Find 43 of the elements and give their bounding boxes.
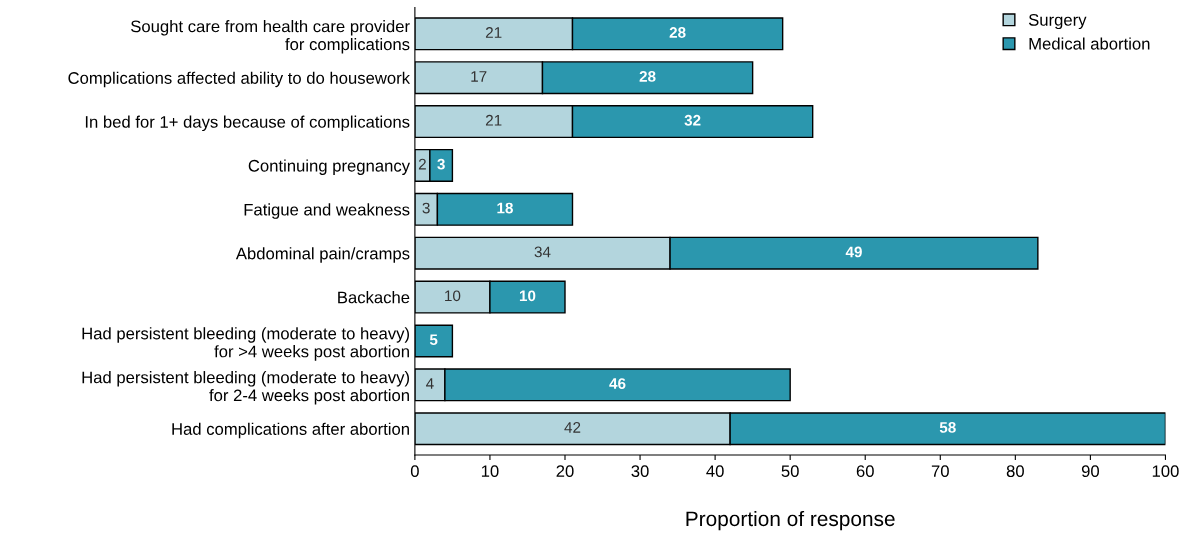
x-tick-label: 30 [631, 465, 649, 478]
y-tick-label: Fatigue and weakness [244, 203, 410, 219]
data-label: 49 [845, 246, 862, 258]
y-tick-label: In bed for 1+ days because of complications [85, 115, 410, 132]
y-tick-label: Sought care from health care provider for complications [131, 20, 410, 54]
y-tick-label: Backache [338, 291, 410, 304]
y-tick-label: Had complications after abortion [172, 422, 409, 439]
legend-label: Surgery [1028, 13, 1087, 30]
x-tick-label: 0 [410, 465, 419, 478]
data-label: 32 [684, 114, 701, 126]
x-tick-label: 80 [1006, 465, 1024, 478]
data-label: 18 [497, 202, 513, 214]
data-label: 21 [485, 114, 502, 126]
data-label: 46 [609, 378, 626, 389]
data-label: 42 [564, 422, 581, 433]
data-label: 3 [422, 202, 430, 214]
x-tick-label: 100 [1152, 465, 1179, 478]
data-label: 28 [639, 70, 656, 82]
data-label: 4 [426, 378, 434, 389]
x-tick-label: 90 [1081, 465, 1100, 478]
data-label: 58 [939, 422, 956, 433]
x-tick-label: 20 [556, 465, 574, 478]
x-tick-label: 70 [931, 465, 949, 478]
data-label: 34 [534, 246, 551, 258]
y-tick-label: Continuing pregnancy [248, 159, 410, 175]
x-axis-title: Proportion of response [686, 510, 895, 531]
y-tick-label: Had persistent bleeding (moderate to heavy) for >4 weeks post abortion [82, 327, 410, 361]
data-label: 3 [437, 158, 445, 170]
data-label: 10 [519, 290, 536, 302]
data-label: 2 [418, 158, 426, 170]
data-label: 5 [429, 334, 438, 346]
x-tick-label: 50 [781, 465, 799, 478]
data-label: 21 [485, 27, 502, 38]
x-tick-label: 10 [481, 465, 499, 478]
y-tick-label: Abdominal pain/cramps [235, 247, 410, 263]
x-tick-label: 60 [856, 465, 874, 478]
y-tick-label: Had persistent bleeding (moderate to heavy) for 2-4 weeks post abortion [82, 371, 410, 405]
data-label: 28 [669, 27, 686, 38]
legend-label: Medical abortion [1029, 37, 1150, 50]
data-label: 10 [445, 290, 461, 302]
data-label: 17 [471, 71, 487, 82]
y-tick-label: Complications affected ability to do housework [68, 71, 411, 88]
x-tick-label: 40 [706, 465, 724, 478]
